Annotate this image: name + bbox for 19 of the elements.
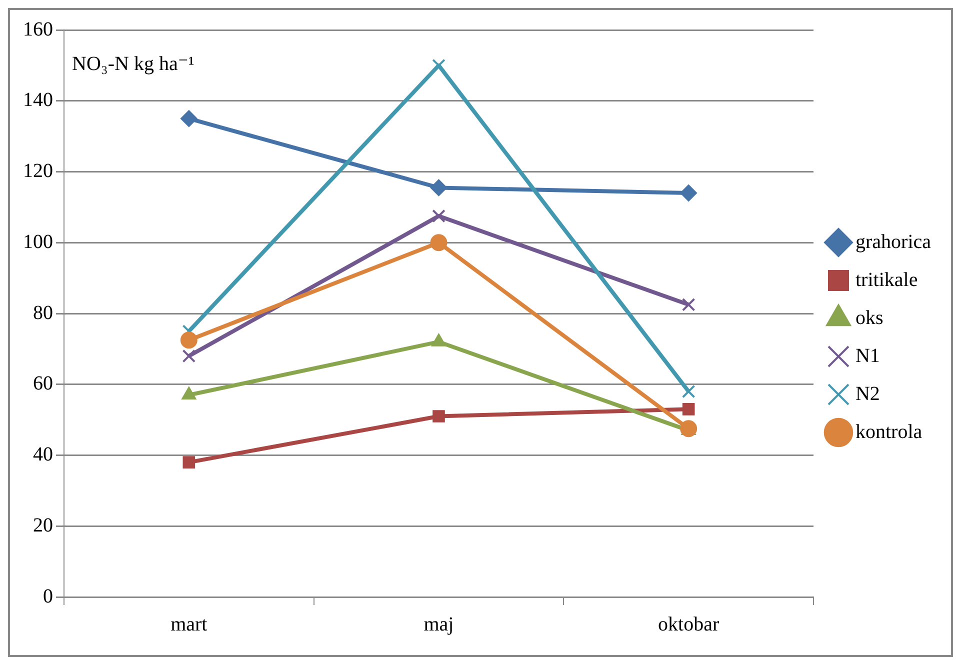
y-tick-label: 140 <box>23 89 53 112</box>
y-tick-label: 0 <box>43 585 53 608</box>
y-tick-label: 40 <box>33 444 53 466</box>
legend-label: oks <box>855 306 884 329</box>
legend-label: tritikale <box>855 268 918 291</box>
legend-label: kontrola <box>855 420 922 443</box>
x-tick-label: oktobar <box>658 613 720 636</box>
x-tick-label: maj <box>424 613 454 636</box>
legend-label: N2 <box>855 382 880 405</box>
y-tick-label: 20 <box>33 514 53 536</box>
y-tick-label: 120 <box>23 160 53 182</box>
y-tick-label: 100 <box>23 230 53 253</box>
legend-label: N1 <box>855 344 880 367</box>
x-tick-label: mart <box>170 613 208 636</box>
legend-label: grahorica <box>855 230 932 253</box>
y-tick-label: 60 <box>33 372 53 395</box>
y-tick-label: 80 <box>33 302 53 324</box>
y-axis-title: NO₃-N kg ha⁻¹ <box>72 53 194 75</box>
y-tick-label: 160 <box>23 18 53 40</box>
